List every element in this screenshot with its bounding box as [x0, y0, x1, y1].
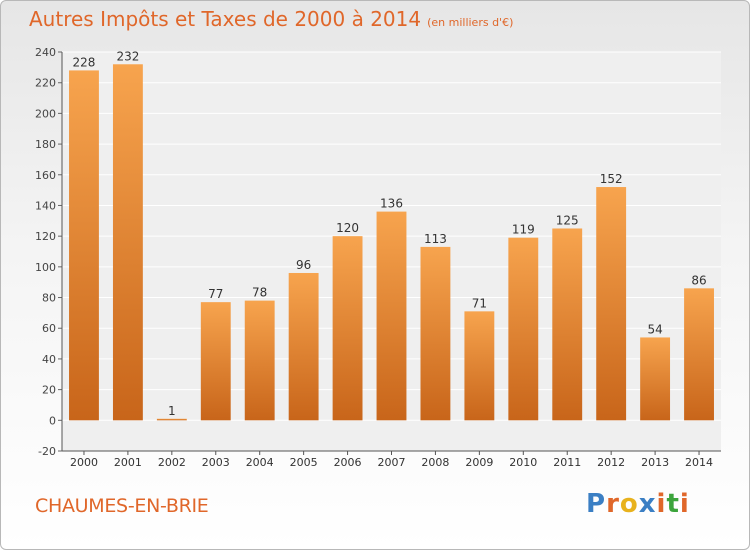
y-tick-label: 0 — [49, 414, 56, 427]
x-tick-label: 2010 — [509, 456, 537, 469]
y-tick-label: 60 — [42, 322, 56, 335]
bar — [596, 187, 627, 421]
bar — [332, 236, 363, 421]
logo-letter: o — [619, 489, 639, 519]
bar-value-label: 78 — [252, 286, 267, 300]
x-tick-label: 2001 — [114, 456, 142, 469]
bar-value-label: 86 — [691, 273, 706, 287]
x-tick-label: 2004 — [246, 456, 274, 469]
chart-title: Autres Impôts et Taxes de 2000 à 2014 (en… — [29, 7, 513, 31]
x-tick-label: 2003 — [202, 456, 230, 469]
x-tick-label: 2008 — [421, 456, 449, 469]
bar-value-label: 119 — [512, 223, 535, 237]
bar — [244, 300, 275, 421]
x-tick-label: 2002 — [158, 456, 186, 469]
logo-letter: r — [606, 489, 620, 519]
title-text: Autres Impôts et Taxes de 2000 à 2014 — [29, 7, 422, 31]
bar — [288, 272, 319, 421]
bar-value-label: 77 — [208, 287, 223, 301]
bar — [508, 237, 539, 421]
y-tick-label: 100 — [35, 261, 56, 274]
bar-value-label: 71 — [472, 296, 487, 310]
x-tick-label: 2005 — [290, 456, 318, 469]
bar — [376, 211, 407, 421]
place-name: CHAUMES-EN-BRIE — [35, 495, 209, 517]
logo-letter: i — [656, 489, 667, 519]
bar-value-label: 125 — [556, 213, 579, 227]
x-tick-label: 2012 — [597, 456, 625, 469]
x-tick-label: 2007 — [378, 456, 406, 469]
bar-value-label: 152 — [600, 172, 623, 186]
bar — [200, 302, 231, 421]
bar — [420, 246, 451, 421]
x-tick-label: 2006 — [334, 456, 362, 469]
y-tick-label: 220 — [35, 77, 56, 90]
title-unit: (en milliers d'€) — [427, 16, 514, 29]
x-tick-label: 2009 — [465, 456, 493, 469]
y-tick-label: 80 — [42, 292, 56, 305]
y-tick-label: 160 — [35, 169, 56, 182]
y-tick-label: 40 — [42, 353, 56, 366]
bar — [464, 311, 495, 421]
logo-letter: x — [638, 489, 657, 519]
x-tick-label: 2000 — [70, 456, 98, 469]
x-tick-label: 2013 — [641, 456, 669, 469]
y-tick-label: 240 — [35, 46, 56, 59]
y-tick-label: 120 — [35, 230, 56, 243]
bar — [640, 337, 671, 421]
bar — [684, 288, 714, 421]
bar-value-label: 120 — [336, 221, 359, 235]
bar — [156, 418, 187, 421]
logo-letter: i — [679, 489, 690, 519]
logo-letter: t — [666, 489, 680, 519]
logo-letter: P — [586, 489, 607, 519]
bar-value-label: 113 — [424, 232, 447, 246]
x-tick-label: 2011 — [553, 456, 581, 469]
y-tick-label: 180 — [35, 138, 56, 151]
bar-value-label: 136 — [380, 197, 403, 211]
y-tick-label: -20 — [38, 445, 56, 458]
bar-value-label: 1 — [168, 404, 176, 418]
bar-value-label: 232 — [116, 49, 139, 63]
bar-value-label: 96 — [296, 258, 311, 272]
bar — [69, 70, 99, 421]
y-tick-label: 20 — [42, 384, 56, 397]
proxiti-logo: Proxiti — [586, 489, 690, 519]
y-tick-label: 140 — [35, 199, 56, 212]
bar — [112, 64, 143, 421]
x-tick-label: 2014 — [685, 456, 713, 469]
y-tick-label: 200 — [35, 107, 56, 120]
bar — [552, 228, 583, 421]
bar-value-label: 54 — [647, 322, 662, 336]
bar-value-label: 228 — [73, 55, 96, 69]
